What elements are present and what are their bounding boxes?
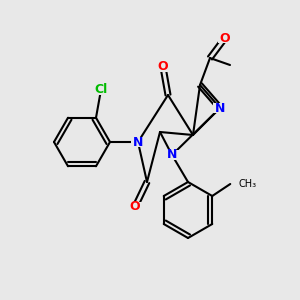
Text: O: O: [158, 61, 168, 74]
Bar: [128, 202, 142, 212]
Bar: [165, 150, 179, 160]
Bar: [213, 103, 227, 113]
Text: N: N: [133, 136, 143, 148]
Bar: [218, 33, 232, 43]
Bar: [156, 62, 170, 72]
Text: N: N: [167, 148, 177, 161]
Text: N: N: [215, 101, 225, 115]
Bar: [131, 137, 145, 147]
Text: O: O: [130, 200, 140, 214]
Text: Cl: Cl: [94, 83, 108, 96]
Text: CH₃: CH₃: [238, 179, 256, 189]
Bar: [93, 84, 109, 95]
Text: O: O: [220, 32, 230, 44]
